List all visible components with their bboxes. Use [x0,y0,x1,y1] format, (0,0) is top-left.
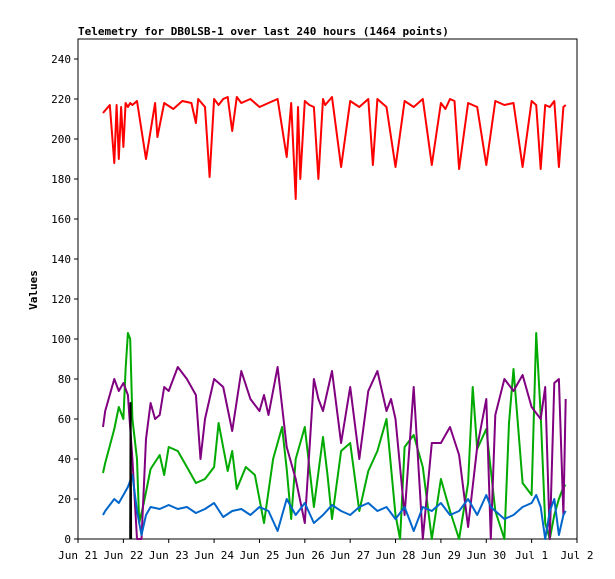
y-tick-label: 140 [51,253,71,266]
y-tick-label: 240 [51,53,71,66]
plot-frame [77,38,578,540]
y-tick-label: 40 [58,453,71,466]
chart-title: Telemetry for DB0LSB-1 over last 240 hou… [78,25,449,38]
x-tick-label: Jun 28 [376,549,416,562]
y-tick-label: 80 [58,373,71,386]
y-tick-label: 60 [58,413,71,426]
series-layer [102,96,567,540]
series-line-1 [102,332,567,540]
y-tick-label: 120 [51,293,71,306]
x-tick-label: Jun 29 [421,549,461,562]
y-axis-label: Values [27,270,40,310]
series-line-2 [102,366,567,540]
y-axis: 0 20 40 60 80 100 120 140 160 180 200 220 240 [51,53,78,546]
x-tick-label: Jun 26 [285,549,325,562]
x-tick-label: Jun 27 [330,549,370,562]
y-tick-label: 180 [51,173,71,186]
x-tick-label: Jun 30 [466,549,506,562]
x-tick-label: Jun 24 [194,549,234,562]
y-tick-label: 20 [58,493,71,506]
series-line-3 [102,474,567,540]
y-tick-label: 100 [51,333,71,346]
y-tick-label: 0 [64,533,71,546]
x-tick-label: Jul 2 [560,549,593,562]
x-axis: Jun 21 Jun 22 Jun 23 Jun 24 Jun 25 Jun 26 Jun … [58,539,594,562]
y-tick-label: 160 [51,213,71,226]
x-tick-label: Jun 23 [149,549,189,562]
series-line-0 [102,96,567,200]
x-tick-label: Jul 1 [515,549,548,562]
y-tick-label: 200 [51,133,71,146]
y-tick-label: 220 [51,93,71,106]
x-tick-label: Jun 25 [240,549,280,562]
x-tick-label: Jun 22 [103,549,143,562]
x-tick-label: Jun 21 [58,549,98,562]
series-line-4 [129,402,133,540]
